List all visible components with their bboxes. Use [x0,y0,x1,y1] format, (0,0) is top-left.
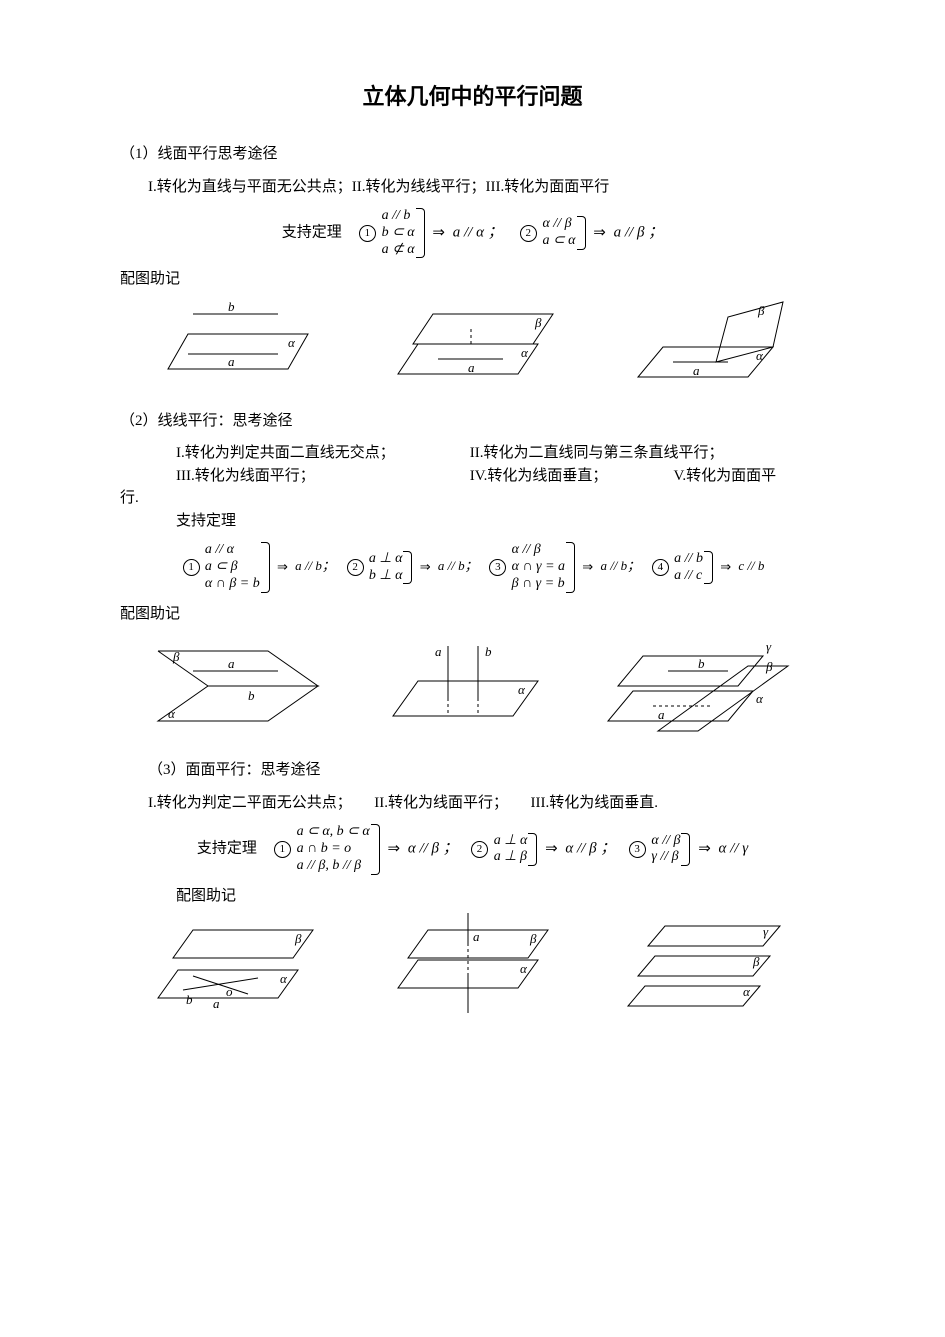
svg-text:b: b [228,299,235,314]
mnemonic-label-2: 配图助记 [120,603,825,626]
section3-methods: I.转化为判定二平面无公共点； II.转化为线面平行； III.转化为线面垂直. [148,792,825,815]
svg-text:α: α [520,961,528,976]
diagram-two-planes-lines-intersect: β α b a o [138,918,338,1013]
svg-text:a: a [468,360,475,375]
section2-methods-tail: 行. [120,487,825,510]
svg-text:β: β [294,931,302,946]
diagram-three-planes-intersect: γ β α b a [598,631,808,741]
svg-text:β: β [172,649,180,664]
svg-text:β: β [529,931,537,946]
diagram-line-plane-parallel: b a α [148,299,328,389]
s2-t2-conditions: a ⊥ α b ⊥ α [369,551,413,585]
svg-text:a: a [693,363,700,378]
svg-text:α: α [756,348,764,363]
svg-text:a: a [213,996,220,1011]
svg-text:β: β [534,315,542,330]
s2-t4-conditions: a // b a // c [674,551,713,585]
support-label-2: 支持定理 [176,510,825,533]
theorem-1-result: a // α ； [453,225,503,241]
svg-text:a: a [228,656,235,671]
page-title: 立体几何中的平行问题 [120,80,825,113]
theorem-2-conditions: α // β a ⊂ α [542,216,585,250]
svg-text:b: b [186,992,193,1007]
section1-theorems: 支持定理 1 a // b b ⊂ α a ⊄ α ⇒ a // α ； 2 α… [120,208,825,258]
section3-heading: （3）面面平行：思考途径 [148,759,825,782]
svg-text:α: α [518,682,526,697]
svg-text:γ: γ [763,924,769,939]
diagram-plane-rising-plane: β α a [628,297,798,392]
diagram-three-parallel-planes: γ β α [608,916,808,1016]
svg-text:a: a [228,354,235,369]
svg-text:α: α [168,706,176,721]
svg-text:α: α [521,345,529,360]
section2-methods: I.转化为判定共面二直线无交点； II.转化为二直线同与第三条直线平行； III… [176,442,825,487]
num-2-icon: 2 [520,225,537,242]
theorem-2-result: a // β ； [614,225,664,241]
svg-text:o: o [226,984,233,999]
section3-diagrams: β α b a o a β α γ β α [120,913,825,1018]
section2-theorems: 1 a // α a ⊂ β α ∩ β = b ⇒ a // b； 2 a ⊥… [120,542,825,592]
diagram-two-planes-line: β α a [383,299,573,389]
diagram-two-perp-lines: a b α [373,636,563,736]
svg-text:β: β [752,954,760,969]
s3-t3-conditions: α // β γ // β [651,833,690,867]
theorem-1-conditions: a // b b ⊂ α a ⊄ α [382,208,425,258]
num-2-icon: 2 [471,841,488,858]
section1-methods: I.转化为直线与平面无公共点；II.转化为线线平行；III.转化为面面平行 [148,176,825,199]
section2-heading: （2）线线平行：思考途径 [120,410,825,433]
num-1-icon: 1 [359,225,376,242]
s2-t1-conditions: a // α a ⊂ β α ∩ β = b [205,542,270,592]
section3-theorems: 支持定理 1 a ⊂ α, b ⊂ α a ∩ b = o a // β, b … [120,824,825,874]
num-4-icon: 4 [652,559,669,576]
svg-text:α: α [756,691,764,706]
s3-t1-conditions: a ⊂ α, b ⊂ α a ∩ b = o a // β, b // β [297,824,380,874]
section2-diagrams: β α a b a b α γ β α b a [120,631,825,741]
svg-text:α: α [280,971,288,986]
svg-text:α: α [743,984,751,999]
num-2-icon: 2 [347,559,364,576]
svg-text:γ: γ [766,639,772,654]
svg-text:β: β [765,659,773,674]
mnemonic-label-1: 配图助记 [120,268,825,291]
svg-text:a: a [473,929,480,944]
svg-text:a: a [658,707,665,722]
support-label: 支持定理 [282,225,342,241]
num-3-icon: 3 [629,841,646,858]
support-label-3: 支持定理 [197,841,257,857]
section1-heading: （1）线面平行思考途径 [120,143,825,166]
num-3-icon: 3 [489,559,506,576]
svg-text:a: a [435,644,442,659]
svg-text:α: α [288,335,296,350]
diagram-perp-line-two-planes: a β α [373,913,573,1018]
svg-text:b: b [248,688,255,703]
mnemonic-label-3: 配图助记 [176,885,825,908]
num-1-icon: 1 [183,559,200,576]
s3-t2-conditions: a ⊥ α a ⊥ β [494,833,538,867]
svg-text:β: β [757,303,765,318]
diagram-two-planes-share-edge: β α a b [138,636,338,736]
section1-diagrams: b a α β α a β α a [120,297,825,392]
s2-t3-conditions: α // β α ∩ γ = a β ∩ γ = b [512,542,575,592]
svg-text:b: b [485,644,492,659]
svg-text:b: b [698,656,705,671]
num-1-icon: 1 [274,841,291,858]
